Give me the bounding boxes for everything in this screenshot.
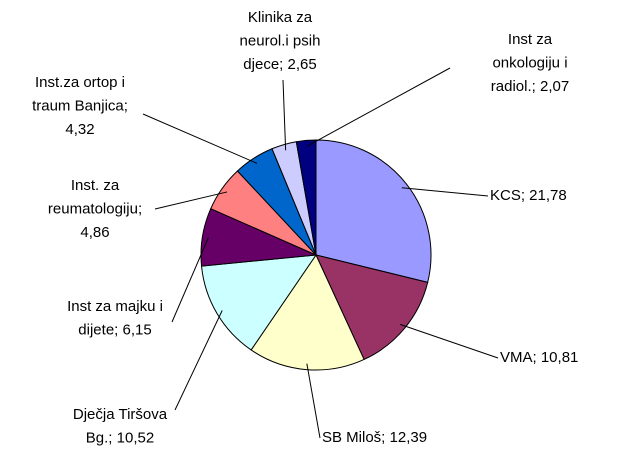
data-label-line: neurol.i psih (240, 32, 321, 49)
leader-line (306, 67, 451, 147)
data-label-line: dijete; 6,15 (78, 321, 151, 338)
data-label-line: Inst za majku i (67, 298, 163, 315)
leader-line (174, 310, 223, 411)
data-label-line: radiol.; 2,07 (491, 78, 569, 95)
data-label-line: Inst za (508, 31, 553, 48)
leader-line (142, 113, 258, 164)
leader-line (154, 191, 228, 210)
data-label-line: Dječja Tiršova (73, 406, 168, 423)
data-label: Klinika za neurol.i psih djece; 2,65 (240, 9, 321, 73)
pie-slice (250, 253, 365, 371)
pie-slice (295, 139, 317, 256)
data-label-line: KCS; 21,78 (490, 187, 567, 204)
data-label: Inst za onkologiju i radiol.; 2,07 (491, 31, 569, 95)
pie-slice (315, 254, 429, 361)
data-label-line: Bg.; 10,52 (86, 429, 154, 446)
data-label-line: reumatologiju; (48, 200, 142, 217)
data-label-line: SB Miloš; 12,39 (322, 429, 427, 446)
data-label: Inst za majku i dijete; 6,15 (67, 298, 163, 339)
leader-line (282, 79, 287, 151)
data-label: KCS; 21,78 (490, 187, 567, 204)
pie-slice (200, 254, 318, 351)
data-label-line: onkologiju i (492, 54, 567, 71)
data-label-line: Inst.za ortop i (35, 74, 125, 91)
data-label-line: 4,32 (65, 121, 94, 138)
data-label: Inst. za reumatologiju; 4,86 (48, 177, 142, 241)
leader-line (306, 363, 321, 439)
data-label-line: VMA; 10,81 (500, 349, 578, 366)
data-label-line: Klinika za (248, 9, 313, 26)
leader-line (401, 187, 489, 197)
pie-slice (315, 139, 432, 284)
data-label: Inst.za ortop i traum Banjica; 4,32 (32, 74, 128, 138)
data-label-line: Inst. za (71, 177, 120, 194)
data-label: VMA; 10,81 (500, 349, 578, 366)
leader-line (399, 323, 499, 359)
data-label: Dječja Tiršova Bg.; 10,52 (73, 406, 168, 447)
leader-line (171, 237, 209, 323)
data-label-line: traum Banjica; (32, 97, 128, 114)
data-label-line: 4,86 (80, 224, 109, 241)
data-label-line: djece; 2,65 (243, 56, 316, 73)
data-label: SB Miloš; 12,39 (322, 429, 427, 446)
